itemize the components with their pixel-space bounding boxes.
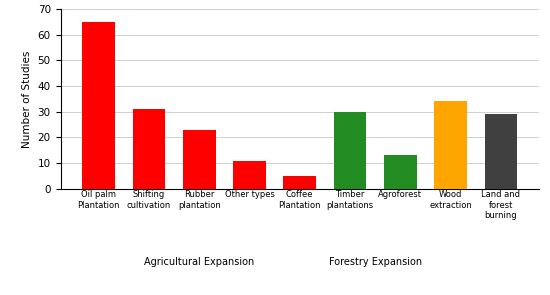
Bar <box>485 114 517 189</box>
Bar <box>384 155 417 189</box>
Text: Forestry Expansion: Forestry Expansion <box>328 257 422 267</box>
Bar <box>283 176 316 189</box>
Bar <box>434 101 467 189</box>
Bar <box>183 130 216 189</box>
Bar <box>133 109 165 189</box>
Bar <box>334 112 366 189</box>
Bar <box>82 22 115 189</box>
Text: Agricultural Expansion: Agricultural Expansion <box>144 257 254 267</box>
Y-axis label: Number of Studies: Number of Studies <box>22 50 32 148</box>
Bar <box>233 160 266 189</box>
